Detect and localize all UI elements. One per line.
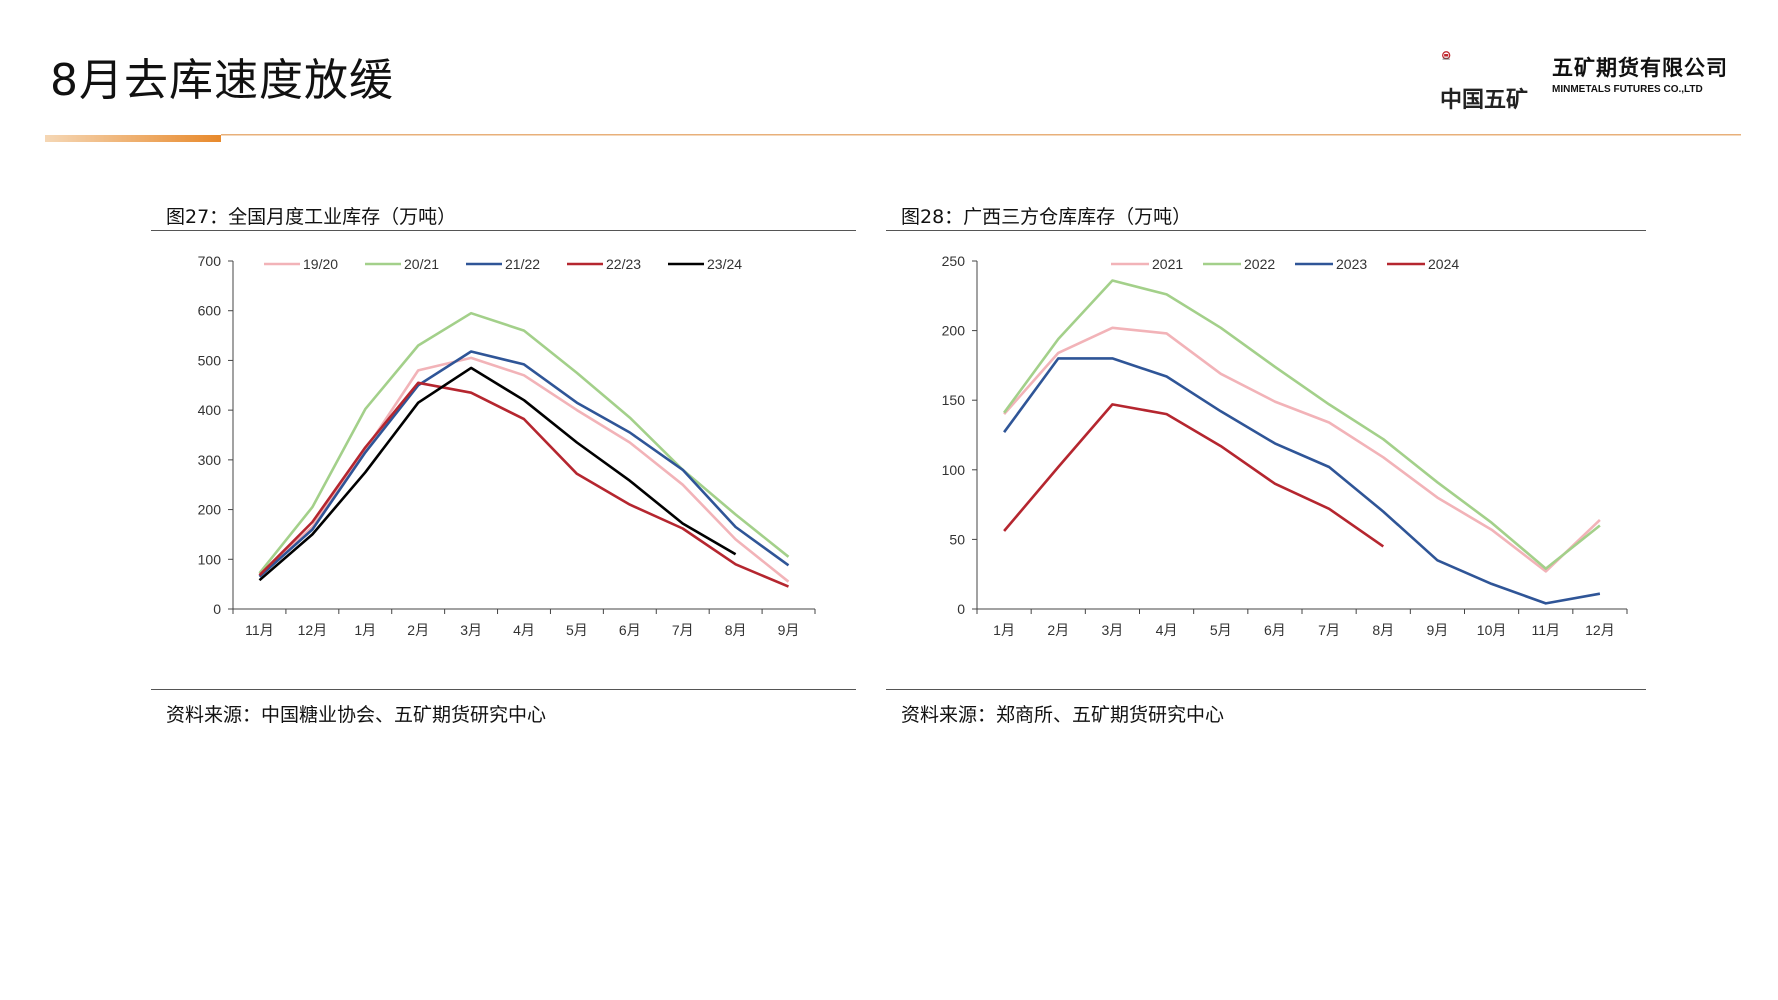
chart1-x-tick-label: 6月	[619, 622, 641, 638]
company-logo	[1442, 51, 1451, 60]
chart1-y-tick-label: 300	[198, 452, 222, 468]
chart1-x-tick-label: 1月	[354, 622, 376, 638]
chart2-series-2024-line	[1003, 403, 1385, 548]
chart1-title: 图27：全国月度工业库存（万吨）	[166, 206, 457, 228]
chart1-bottom-rule	[151, 689, 856, 690]
chart1-series-19-20-line	[258, 356, 790, 583]
header-divider	[45, 134, 1741, 142]
chart1-x-tick-label: 3月	[460, 622, 482, 638]
chart2-bottom-rule	[886, 689, 1646, 690]
chart1-series-23-24-line	[258, 366, 737, 582]
chart2-x-tick-label: 1月	[993, 622, 1015, 638]
chart1-x-tick-label: 5月	[566, 622, 588, 638]
company-name-cn: 五矿期货有限公司	[1552, 56, 1728, 80]
chart1-legend-label: 22/23	[606, 256, 641, 272]
chart2-x-tick-label: 11月	[1531, 622, 1560, 638]
chart2-y-tick-label: 200	[942, 323, 966, 339]
chart2-legend-label: 2021	[1152, 256, 1183, 272]
chart2-source: 资料来源：郑商所、五矿期货研究中心	[901, 704, 1225, 726]
chart1-x-tick-label: 7月	[672, 622, 694, 638]
company-name-en: MINMETALS FUTURES CO.,LTD	[1552, 84, 1703, 95]
chart1-legend-label: 21/22	[505, 256, 540, 272]
chart1-x-tick-label: 8月	[725, 622, 747, 638]
chart1-y-tick-label: 200	[198, 502, 222, 518]
chart2-x-tick-label: 9月	[1427, 622, 1449, 638]
chart1-y-tick-label: 400	[198, 402, 222, 418]
chart2-y-tick-label: 250	[942, 253, 966, 269]
chart1-y-tick-label: 100	[198, 551, 222, 567]
chart2-series-2021-line	[1003, 326, 1601, 573]
chart2-x-tick-label: 12月	[1585, 622, 1615, 638]
chart2-x-tick-label: 7月	[1318, 622, 1340, 638]
chart1-legend-label: 23/24	[707, 256, 742, 272]
chart1-plot: 0 100 200 300 400 500 600 700 11月 12月 1月 2月 3月 4月 5月 6月…	[198, 253, 816, 638]
chart1-x-tick-label: 9月	[778, 622, 800, 638]
chart2-legend-label: 2024	[1428, 256, 1459, 272]
chart2-plot: 0 50 100 150 200 250 1月 2月 3月 4月 5月 6月 7月 8月 9月 10月 11月 1…	[942, 253, 1628, 638]
chart1-series-21-22-line	[258, 350, 790, 578]
chart2-x-tick-label: 8月	[1372, 622, 1394, 638]
chart2-legend-label: 2023	[1336, 256, 1367, 272]
chart2-y-tick-label: 100	[942, 462, 966, 478]
chart1-y-tick-label: 0	[213, 601, 221, 617]
chart1-x-tick-label: 12月	[298, 622, 328, 638]
company-name-block: 五矿期货有限公司 MINMETALS FUTURES CO.,LTD	[1552, 52, 1728, 95]
page-title: 8月去库速度放缓	[50, 55, 394, 106]
chart1-x-tick-label: 2月	[407, 622, 429, 638]
chart2-series-2023-line	[1003, 357, 1601, 605]
chart1-legend-label: 20/21	[404, 256, 439, 272]
chart2-title: 图28：广西三方仓库库存（万吨）	[901, 206, 1192, 228]
chart2-x-tick-label: 4月	[1156, 622, 1178, 638]
chart1-series-20-21-line	[258, 311, 790, 575]
chart1-y-tick-label: 600	[198, 303, 222, 319]
chart2-legend-label: 2022	[1244, 256, 1275, 272]
chart1-series-22-23-line	[258, 381, 790, 588]
chart2-series-2022-line	[1003, 279, 1601, 570]
chart1-legend-label: 19/20	[303, 256, 338, 272]
chart2-y-tick-label: 150	[942, 392, 966, 408]
chart1-x-tick-label: 4月	[513, 622, 535, 638]
chart1-y-tick-label: 700	[198, 253, 222, 269]
chart2-y-tick-label: 0	[957, 601, 965, 617]
chart1-y-tick-label: 500	[198, 352, 222, 368]
chart2-y-tick-label: 50	[949, 531, 965, 547]
chart2-x-tick-label: 10月	[1477, 622, 1507, 638]
chart2-x-tick-label: 5月	[1210, 622, 1232, 638]
chart1-top-rule	[151, 230, 856, 231]
chart2-x-tick-label: 3月	[1102, 622, 1124, 638]
chart2-x-tick-label: 6月	[1264, 622, 1286, 638]
chart2-x-tick-label: 2月	[1047, 622, 1069, 638]
chart1-x-tick-label: 11月	[245, 622, 274, 638]
logo-cn-name: 中国五矿	[1440, 88, 1529, 113]
chart1-source: 资料来源：中国糖业协会、五矿期货研究中心	[166, 704, 547, 726]
chart2-top-rule	[886, 230, 1646, 231]
